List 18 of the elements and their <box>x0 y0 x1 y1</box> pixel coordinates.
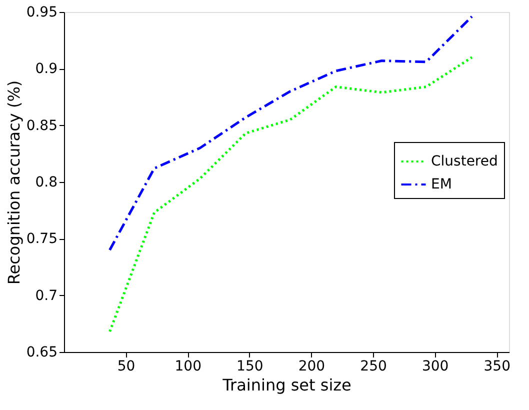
y-tick-label: 0.65 <box>26 344 58 360</box>
x-tick-label: 250 <box>360 358 387 374</box>
y-axis-title: Recognition accuracy (%) <box>4 80 24 285</box>
x-tick-label: 300 <box>422 358 449 374</box>
x-tick-label: 350 <box>484 358 511 374</box>
x-axis-title: Training set size <box>222 376 352 394</box>
y-tick-label: 0.8 <box>35 174 58 190</box>
y-tick-label: 0.75 <box>26 231 58 248</box>
y-tick-label: 0.9 <box>35 61 58 78</box>
y-tick-label: 0.7 <box>35 288 58 304</box>
legend-label: EM <box>431 176 452 192</box>
x-tick-label: 50 <box>117 358 136 374</box>
x-tick-label: 150 <box>236 358 264 374</box>
x-tick-label: 100 <box>174 358 202 374</box>
y-tick-label: 0.85 <box>26 118 58 134</box>
y-tick-label: 0.95 <box>26 4 58 20</box>
legend-label: Clustered <box>431 154 498 170</box>
x-tick-label: 200 <box>298 358 326 374</box>
